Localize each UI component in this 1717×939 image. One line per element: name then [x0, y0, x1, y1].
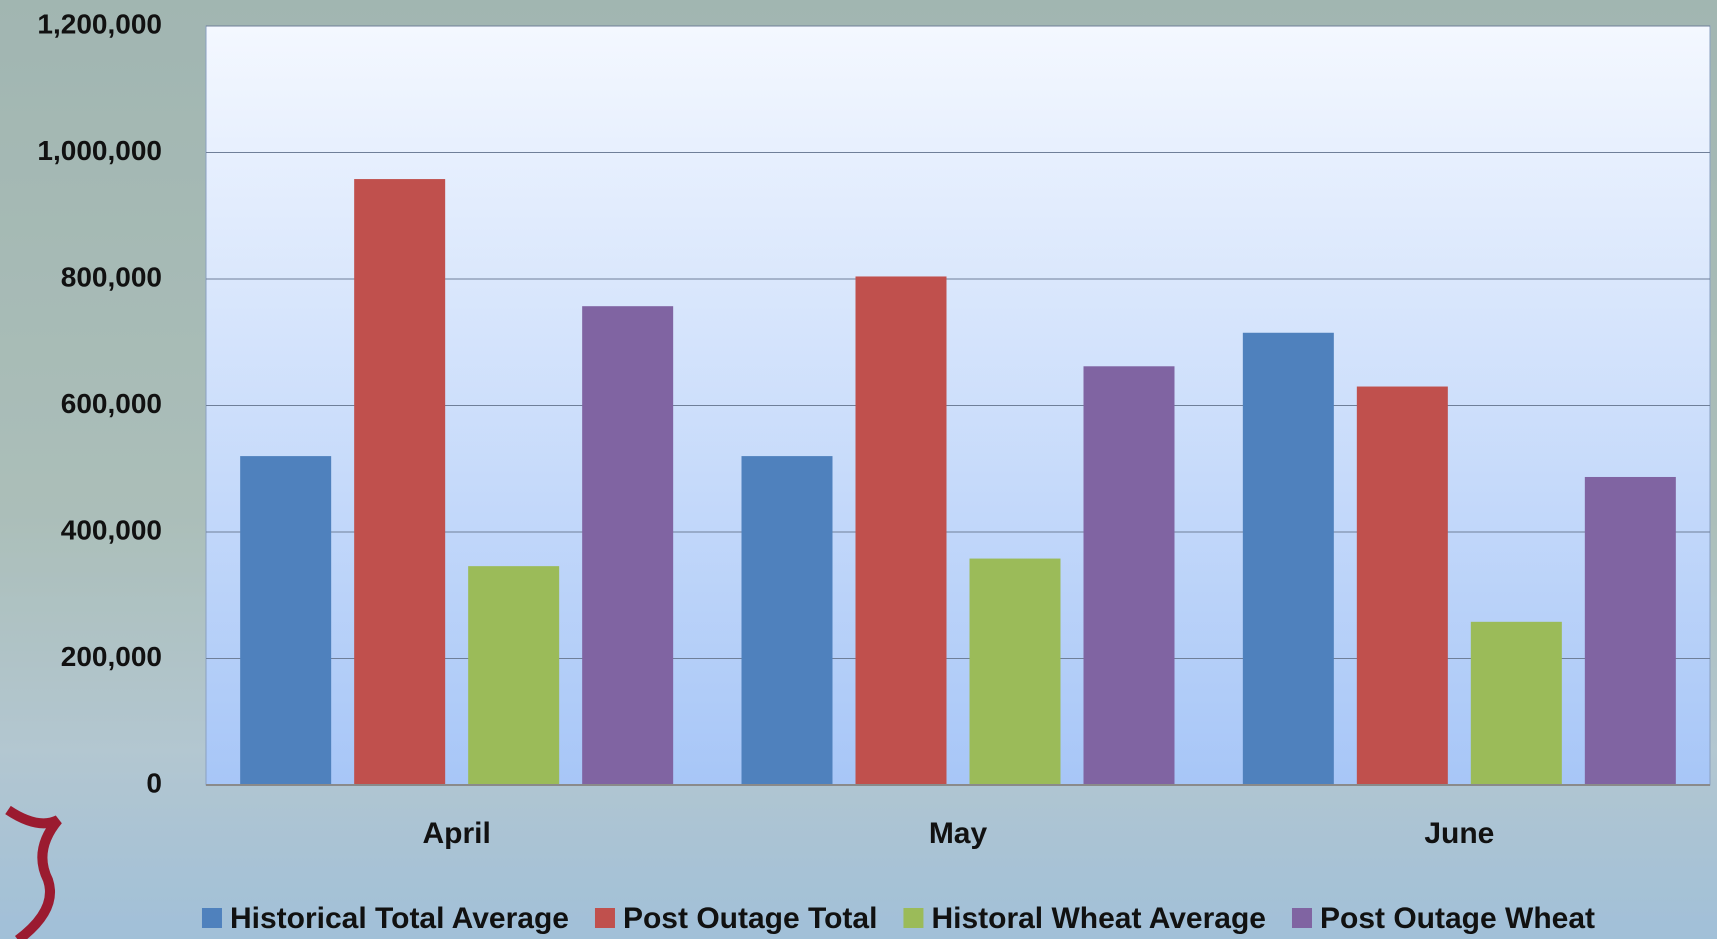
- bar: [1084, 366, 1175, 785]
- legend-swatch: [1292, 908, 1312, 928]
- bar: [856, 276, 947, 785]
- bar: [1585, 477, 1676, 785]
- bar: [970, 559, 1061, 785]
- bar: [1243, 333, 1334, 785]
- legend-label: Historical Total Average: [230, 902, 569, 935]
- bar: [468, 566, 559, 785]
- legend-swatch: [595, 908, 615, 928]
- bar: [1357, 387, 1448, 785]
- bar: [1471, 622, 1562, 785]
- bar: [582, 306, 673, 785]
- bar: [354, 179, 445, 785]
- x-tick-label: May: [929, 817, 988, 850]
- legend-label: Historal Wheat Average: [931, 902, 1266, 935]
- y-tick-label: 1,200,000: [37, 8, 162, 39]
- y-tick-label: 600,000: [61, 388, 162, 419]
- legend-swatch: [903, 908, 923, 928]
- chart: 0 200,000 400,000 600,000 800,000 1,000,000 1,…: [0, 0, 1717, 939]
- page: {"chart_data": {"type": "bar", "categori…: [0, 0, 1717, 939]
- legend-label: Post Outage Wheat: [1320, 902, 1595, 935]
- bar: [240, 456, 331, 785]
- x-tick-label: June: [1424, 817, 1494, 850]
- legend-label: Post Outage Total: [623, 902, 877, 935]
- bar: [742, 456, 833, 785]
- y-tick-label: 0: [146, 767, 162, 798]
- y-tick-label: 200,000: [61, 641, 162, 672]
- y-tick-label: 400,000: [61, 514, 162, 545]
- y-tick-label: 800,000: [61, 261, 162, 292]
- legend-swatch: [202, 908, 222, 928]
- x-tick-label: April: [422, 817, 490, 850]
- y-tick-label: 1,000,000: [37, 135, 162, 166]
